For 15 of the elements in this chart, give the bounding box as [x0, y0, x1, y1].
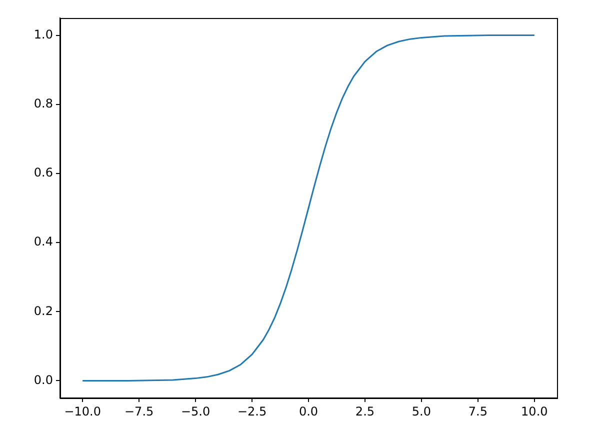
y-tick-label: 0.8 — [34, 96, 53, 110]
y-tick-label: 0.4 — [34, 234, 53, 249]
y-tick-label: 0.2 — [34, 304, 53, 318]
x-tick-label: −5.0 — [180, 404, 210, 418]
x-tick-label: −10.0 — [64, 404, 101, 418]
y-tick-label: 0.6 — [34, 166, 53, 180]
x-tick-label: 5.0 — [412, 404, 431, 418]
y-tick-label: 0.0 — [34, 372, 53, 387]
y-tick-label: 1.0 — [34, 27, 53, 42]
x-tick-label: 0.0 — [298, 404, 318, 418]
x-tick-label: 2.5 — [355, 404, 375, 418]
x-tick-label: −2.5 — [237, 404, 267, 418]
x-tick-label: −7.5 — [124, 404, 154, 418]
x-tick-label: 10.0 — [521, 404, 548, 418]
x-tick-label: 7.5 — [468, 404, 488, 418]
